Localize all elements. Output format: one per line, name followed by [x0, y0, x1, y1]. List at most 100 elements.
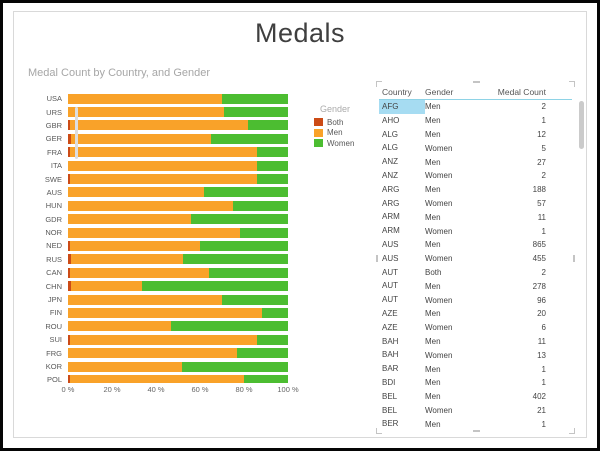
bar-segment-men[interactable]: [70, 147, 258, 158]
table-cell-country[interactable]: AUS: [382, 253, 399, 263]
chart-scrollbar[interactable]: [75, 107, 78, 159]
table-row[interactable]: ARG Men 188: [379, 183, 572, 197]
table-scrollbar[interactable]: [579, 101, 584, 149]
bar-segment-women[interactable]: [171, 321, 288, 332]
table-row[interactable]: BAR Men 1: [379, 362, 572, 376]
table-cell-medal-count[interactable]: 188: [532, 185, 546, 195]
table-row[interactable]: AHO Men 1: [379, 114, 572, 128]
bar-segment-both[interactable]: [68, 281, 72, 292]
table-cell-country[interactable]: AZE: [382, 308, 398, 318]
bar-segment-men[interactable]: [71, 133, 211, 144]
table-cell-country[interactable]: AUT: [382, 267, 398, 277]
resize-handle[interactable]: [472, 430, 480, 432]
table-header-medal-count[interactable]: Medal Count: [497, 86, 546, 97]
table-cell-medal-count[interactable]: 2: [541, 102, 546, 112]
table-row[interactable]: AUS Men 865: [379, 238, 572, 252]
table-cell-gender[interactable]: Men: [425, 185, 441, 195]
bar-segment-women[interactable]: [182, 361, 288, 372]
bar-segment-both[interactable]: [68, 334, 71, 345]
table-cell-medal-count[interactable]: 1: [541, 364, 546, 374]
table-row[interactable]: AZE Men 20: [379, 307, 572, 321]
table-cell-country[interactable]: BER: [382, 419, 399, 429]
table-cell-gender[interactable]: Men: [425, 116, 441, 126]
table-row[interactable]: BER Men 1: [379, 417, 572, 431]
table-cell-country[interactable]: BDI: [382, 377, 396, 387]
table-cell-medal-count[interactable]: 11: [537, 212, 546, 222]
bar-segment-men[interactable]: [70, 267, 209, 278]
bar-segment-both[interactable]: [68, 174, 71, 185]
table-cell-gender[interactable]: Women: [425, 323, 453, 333]
table-row[interactable]: BDI Men 1: [379, 376, 572, 390]
table-row[interactable]: AFG Men 2: [379, 100, 572, 114]
bar-segment-men[interactable]: [70, 240, 200, 251]
table-row[interactable]: ARM Women 1: [379, 224, 572, 238]
table-cell-gender[interactable]: Women: [425, 350, 453, 360]
table-row[interactable]: AZE Women 6: [379, 321, 572, 335]
resize-handle[interactable]: [376, 254, 378, 262]
table-cell-gender[interactable]: Men: [425, 378, 441, 388]
bar-segment-women[interactable]: [257, 147, 288, 158]
table-cell-gender[interactable]: Men: [425, 336, 441, 346]
table-cell-gender[interactable]: Men: [425, 240, 441, 250]
resize-handle[interactable]: [573, 254, 575, 262]
table-cell-gender[interactable]: Women: [425, 405, 453, 415]
bar-segment-women[interactable]: [237, 348, 288, 359]
table-cell-gender[interactable]: Women: [425, 198, 453, 208]
table-cell-medal-count[interactable]: 12: [537, 129, 546, 139]
bar-segment-both[interactable]: [68, 374, 71, 383]
table-cell-medal-count[interactable]: 11: [537, 336, 546, 346]
bar-segment-women[interactable]: [257, 334, 288, 345]
table-row[interactable]: BEL Men 402: [379, 390, 572, 404]
bar-segment-men[interactable]: [70, 120, 249, 131]
table-cell-medal-count[interactable]: 57: [537, 198, 546, 208]
table-cell-gender[interactable]: Men: [425, 281, 441, 291]
legend-item-both[interactable]: Both: [314, 117, 354, 128]
bar-segment-women[interactable]: [239, 227, 288, 238]
table-cell-medal-count[interactable]: 21: [537, 405, 546, 415]
table-cell-gender[interactable]: Men: [425, 419, 441, 429]
bar-segment-women[interactable]: [261, 307, 288, 318]
table-row[interactable]: BAH Men 11: [379, 335, 572, 349]
table-cell-medal-count[interactable]: 1: [541, 378, 546, 388]
table-header-gender[interactable]: Gender: [425, 86, 454, 97]
bar-segment-men[interactable]: [70, 334, 258, 345]
table-cell-gender[interactable]: Women: [425, 171, 453, 181]
table-row[interactable]: AUT Both 2: [379, 266, 572, 280]
table-row[interactable]: ARM Men 11: [379, 210, 572, 224]
table-cell-country[interactable]: AUT: [382, 295, 398, 305]
table-cell-medal-count[interactable]: 455: [532, 254, 546, 264]
table-row[interactable]: ALG Women 5: [379, 141, 572, 155]
table-cell-gender[interactable]: Men: [425, 212, 441, 222]
bar-segment-women[interactable]: [191, 214, 288, 225]
table-row[interactable]: ALG Men 12: [379, 128, 572, 142]
table-cell-country[interactable]: ARG: [382, 184, 400, 194]
table-cell-medal-count[interactable]: 1: [541, 116, 546, 126]
table-row[interactable]: ANZ Men 27: [379, 155, 572, 169]
table-cell-country[interactable]: AUS: [382, 239, 399, 249]
table-cell-medal-count[interactable]: 1: [541, 226, 546, 236]
table-cell-medal-count[interactable]: 2: [541, 171, 546, 181]
legend-item-men[interactable]: Men: [314, 128, 354, 139]
table-row[interactable]: ARG Women 57: [379, 197, 572, 211]
bar-segment-men[interactable]: [68, 321, 172, 332]
bar-segment-women[interactable]: [257, 174, 288, 185]
table-cell-country[interactable]: ANZ: [382, 170, 398, 180]
table-cell-gender[interactable]: Men: [425, 102, 441, 112]
table-cell-medal-count[interactable]: 13: [537, 350, 546, 360]
table-cell-gender[interactable]: Women: [425, 254, 453, 264]
table-cell-gender[interactable]: Men: [425, 129, 441, 139]
bar-segment-men[interactable]: [68, 214, 192, 225]
bar-segment-both[interactable]: [68, 240, 71, 251]
table-row[interactable]: AUT Women 96: [379, 293, 572, 307]
table-cell-country[interactable]: ANZ: [382, 157, 398, 167]
table-cell-country[interactable]: BAH: [382, 350, 399, 360]
bar-segment-women[interactable]: [222, 93, 288, 104]
table-cell-country[interactable]: BEL: [382, 405, 398, 415]
table-cell-country[interactable]: ARG: [382, 198, 400, 208]
table-cell-medal-count[interactable]: 402: [532, 392, 546, 402]
bar-segment-women[interactable]: [257, 160, 288, 171]
table-cell-medal-count[interactable]: 27: [537, 157, 546, 167]
bar-segment-women[interactable]: [222, 294, 288, 305]
table-cell-country[interactable]: AZE: [382, 322, 398, 332]
table-cell-medal-count[interactable]: 20: [537, 309, 546, 319]
